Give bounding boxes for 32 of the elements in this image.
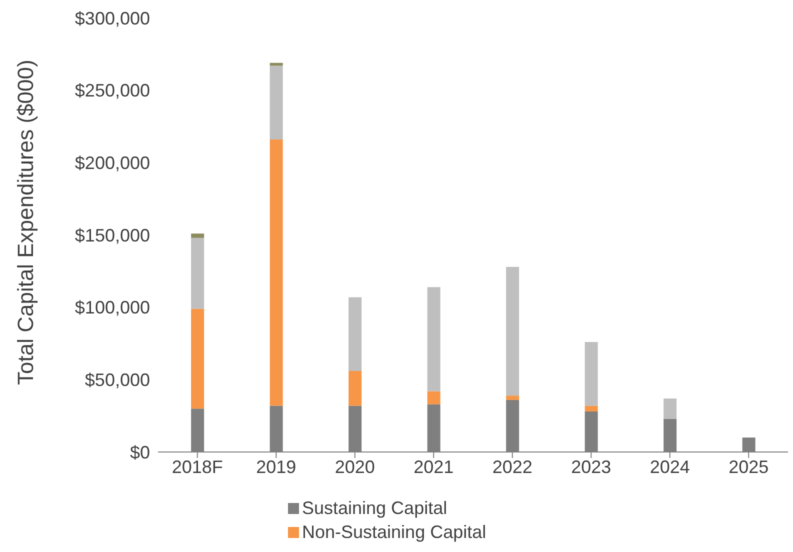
y-tick-label: $150,000 xyxy=(74,225,150,246)
bar xyxy=(191,308,204,409)
x-tick-label: 2019 xyxy=(256,456,296,477)
bar xyxy=(664,398,677,419)
bar xyxy=(584,342,598,406)
bar xyxy=(191,234,204,238)
y-tick-label: $0 xyxy=(130,442,150,462)
legend-label: Non-Sustaining Capital xyxy=(302,521,486,544)
x-tick-label: 2022 xyxy=(492,456,532,477)
bar xyxy=(348,297,362,371)
bar xyxy=(427,287,440,392)
bar xyxy=(270,140,283,406)
bar xyxy=(427,391,440,404)
y-tick-label: $300,000 xyxy=(74,8,150,28)
x-tick-label: 2018F xyxy=(172,456,223,477)
y-axis-title: Total Capital Expenditures ($000) xyxy=(12,60,38,385)
x-tick-label: 2023 xyxy=(571,456,612,477)
x-tick-label: 2020 xyxy=(334,456,375,477)
bar xyxy=(506,396,520,400)
bar xyxy=(270,66,283,140)
y-tick-label: $250,000 xyxy=(74,80,150,101)
bar xyxy=(348,370,362,406)
bar xyxy=(506,266,520,396)
y-tick-label: $200,000 xyxy=(74,153,150,174)
legend-label: Sustaining Capital xyxy=(302,497,448,520)
bar xyxy=(191,238,204,309)
x-tick-label: 2025 xyxy=(728,456,769,477)
y-tick-label: $50,000 xyxy=(84,370,150,390)
x-tick-label: 2021 xyxy=(414,456,454,477)
bar xyxy=(584,406,598,412)
x-tick-label: 2024 xyxy=(650,456,690,477)
y-tick-label: $100,000 xyxy=(74,298,150,318)
